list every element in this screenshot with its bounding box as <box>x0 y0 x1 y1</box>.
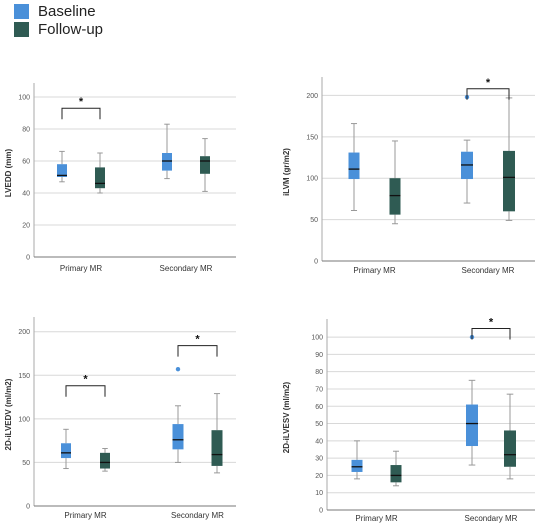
box-iqr <box>348 152 360 180</box>
y-tick-label: 80 <box>315 369 323 376</box>
box-iqr <box>390 465 402 483</box>
y-tick-label: 90 <box>315 352 323 359</box>
y-tick-label: 0 <box>314 259 318 266</box>
significance-label: * <box>79 96 84 108</box>
chart-2d-ilvedv: 0 50 100 150 200 2D-iLVEDV (ml/m2) Primary MR S… <box>4 317 236 520</box>
y-axis-label: 2D-iLVESV (ml/m2) <box>282 381 291 453</box>
legend-swatch-baseline <box>14 3 29 19</box>
y-tick-label: 150 <box>306 134 318 141</box>
y-tick-label: 10 <box>315 490 323 497</box>
y-tick-label: 60 <box>22 159 30 166</box>
y-axis-label: 2D-iLVEDV (ml/m2) <box>4 378 13 450</box>
box-iqr <box>172 424 184 450</box>
y-axis-label: LVEDD (mm) <box>4 149 13 198</box>
legend-item-baseline: Baseline <box>14 2 96 20</box>
box-iqr <box>466 404 478 447</box>
y-tick-label: 50 <box>310 217 318 224</box>
legend-label-followup: Follow-up <box>38 20 104 38</box>
box-iqr <box>57 164 67 177</box>
significance-bracket <box>471 327 511 340</box>
y-tick-label: 100 <box>306 176 318 183</box>
x-category-label: Primary MR <box>60 264 102 273</box>
significance-bracket <box>466 88 510 100</box>
y-tick-label: 0 <box>26 255 30 262</box>
significance-bracket <box>177 345 218 357</box>
box-iqr <box>162 153 172 171</box>
y-tick-label: 200 <box>306 93 318 100</box>
box-iqr <box>504 430 516 467</box>
y-tick-label: 70 <box>315 386 323 393</box>
y-tick-label: 150 <box>18 373 30 380</box>
box-iqr <box>61 443 71 459</box>
x-category-label: Primary MR <box>64 511 106 520</box>
y-tick-label: 50 <box>22 460 30 467</box>
legend-item-followup: Follow-up <box>14 20 104 38</box>
y-tick-label: 200 <box>18 329 30 336</box>
y-tick-label: 0 <box>26 504 30 511</box>
x-category-label: Primary MR <box>355 514 397 523</box>
y-tick-label: 20 <box>22 223 30 230</box>
box-iqr <box>351 459 363 472</box>
y-axis-label: iLVM (gr/m2) <box>282 148 291 196</box>
box-iqr <box>200 156 210 174</box>
y-tick-label: 20 <box>315 473 323 480</box>
significance-label: * <box>83 374 88 386</box>
y-tick-label: 100 <box>18 95 30 102</box>
x-category-label: Secondary MR <box>465 514 518 523</box>
box-iqr <box>95 167 105 189</box>
significance-bracket <box>65 385 106 397</box>
box-iqr <box>211 430 223 466</box>
y-tick-label: 60 <box>315 404 323 411</box>
x-category-label: Secondary MR <box>171 511 224 520</box>
significance-label: * <box>195 334 200 346</box>
y-tick-label: 100 <box>311 335 323 342</box>
y-tick-label: 0 <box>319 508 323 515</box>
y-tick-label: 40 <box>22 191 30 198</box>
box-iqr <box>503 150 515 212</box>
box-iqr <box>100 452 110 469</box>
y-tick-label: 30 <box>315 456 323 463</box>
x-category-label: Secondary MR <box>462 266 515 275</box>
chart-ilvm: 0 50 100 150 200 iLVM (gr/m2) Primary MR Second… <box>282 77 535 275</box>
y-tick-label: 100 <box>18 416 30 423</box>
legend-swatch-followup <box>14 21 29 37</box>
chart-2d-ilvesv: 0 10 20 30 40 50 60 70 80 90 100 2D-iLVESV (ml/m2) P… <box>282 316 535 523</box>
legend-label-baseline: Baseline <box>38 2 96 20</box>
x-category-label: Primary MR <box>353 266 395 275</box>
outlier-point <box>175 366 181 372</box>
x-category-label: Secondary MR <box>160 264 213 273</box>
chart-lvedd: 0 20 40 60 80 100 LVEDD (mm) Primary MR Secondar… <box>4 83 236 273</box>
legend: Baseline Follow-up <box>0 0 160 40</box>
y-tick-label: 50 <box>315 421 323 428</box>
box-iqr <box>389 178 401 215</box>
significance-label: * <box>486 77 491 89</box>
y-tick-label: 80 <box>22 127 30 134</box>
y-tick-label: 40 <box>315 438 323 445</box>
significance-label: * <box>489 316 494 328</box>
significance-bracket <box>61 107 101 120</box>
